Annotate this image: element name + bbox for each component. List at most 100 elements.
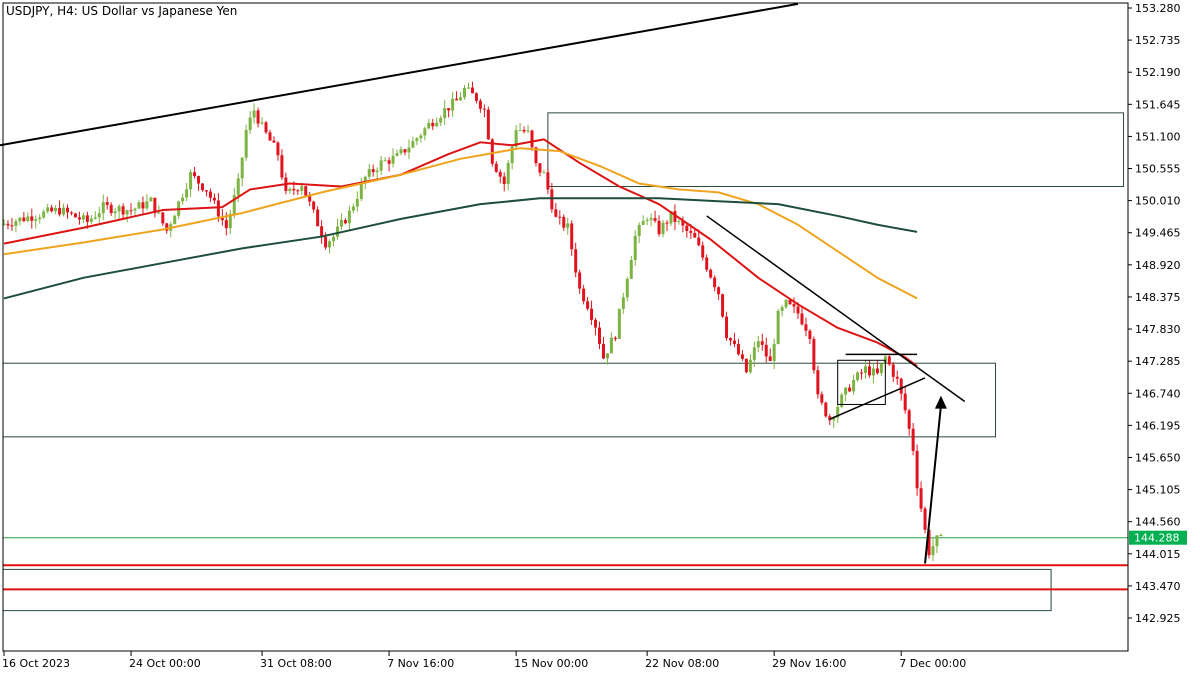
candle-body xyxy=(915,450,919,489)
candle-body xyxy=(478,100,482,109)
candle-body xyxy=(554,209,558,217)
candle-body xyxy=(224,220,228,229)
levels-layer xyxy=(3,537,1128,591)
candle-body xyxy=(613,337,617,339)
candle-body xyxy=(812,339,816,371)
candle-body xyxy=(911,428,915,451)
candle-body xyxy=(197,176,201,184)
time-axis: 16 Oct 2023 24 Oct 00:00 31 Oct 08:00 7 Nov… xyxy=(2,651,966,670)
candle-body xyxy=(875,368,879,374)
candle-body xyxy=(760,341,764,345)
candle-body xyxy=(721,294,725,317)
price-badge-label: 144.288 xyxy=(1134,532,1180,545)
candle-body xyxy=(617,308,621,339)
candle-body xyxy=(697,237,701,246)
candle-body xyxy=(891,364,895,377)
candle-body xyxy=(740,354,744,359)
y-tick-label: 146.740 xyxy=(1135,387,1181,400)
candle-body xyxy=(633,235,637,261)
y-tick-label: 146.195 xyxy=(1135,419,1181,432)
candle-body xyxy=(879,363,883,374)
y-tick-label: 151.645 xyxy=(1135,98,1181,111)
y-tick-label: 149.465 xyxy=(1135,227,1181,240)
candle-body xyxy=(824,402,828,417)
candle-body xyxy=(923,508,927,530)
candle-body xyxy=(161,212,165,224)
candle-body xyxy=(685,225,689,232)
candle-body xyxy=(38,217,42,220)
candle-body xyxy=(73,213,77,218)
candle-body xyxy=(343,220,347,224)
candle-body xyxy=(907,410,911,429)
x-tick-label: 7 Dec 00:00 xyxy=(899,657,966,670)
candle-body xyxy=(649,218,653,220)
candle-body xyxy=(673,211,677,222)
candle-body xyxy=(240,157,244,179)
candle-body xyxy=(836,406,840,418)
candle-body xyxy=(863,366,867,373)
candle-body xyxy=(542,172,546,174)
candle-body xyxy=(2,223,6,225)
candle-body xyxy=(871,368,875,376)
candle-body xyxy=(641,221,645,225)
current-price-badge: 144.288 xyxy=(1129,530,1187,545)
candle-body xyxy=(828,416,832,421)
candle-body xyxy=(772,343,776,362)
candle-body xyxy=(141,202,145,209)
candle-body xyxy=(264,122,268,133)
candle-body xyxy=(645,219,649,222)
candle-body xyxy=(427,122,431,129)
candle-body xyxy=(403,149,407,153)
candle-body xyxy=(411,141,415,148)
candle-body xyxy=(292,188,296,191)
y-tick-label: 142.925 xyxy=(1135,612,1181,625)
candle-body xyxy=(725,316,729,339)
candle-body xyxy=(173,215,177,225)
candle-body xyxy=(439,117,443,123)
candle-body xyxy=(494,163,498,172)
candle-body xyxy=(744,358,748,373)
moving-average-line-1 xyxy=(3,147,918,300)
candle-body xyxy=(490,139,494,164)
candle-body xyxy=(629,260,633,279)
candle-body xyxy=(185,189,189,198)
consolidation-box xyxy=(837,359,886,405)
candle-body xyxy=(605,353,609,359)
y-tick-label: 153.280 xyxy=(1135,2,1181,15)
candle-body xyxy=(232,195,236,214)
candle-body xyxy=(117,206,121,212)
candle-body xyxy=(81,215,85,220)
candle-body xyxy=(129,210,133,212)
candle-body xyxy=(657,220,661,235)
candle-body xyxy=(204,190,208,192)
candle-body xyxy=(709,269,713,278)
candle-body xyxy=(288,188,292,192)
candle-body xyxy=(113,211,117,213)
candle-body xyxy=(768,356,772,362)
y-tick-label: 151.100 xyxy=(1135,130,1181,143)
candle-body xyxy=(66,207,70,213)
candle-body xyxy=(193,172,197,177)
candle-body xyxy=(339,220,343,227)
candle-body xyxy=(268,132,272,141)
chart-header: USDJPY, H4: US Dollar vs Japanese Yen xyxy=(6,4,237,18)
candle-body xyxy=(506,163,510,184)
moving-average-line-2 xyxy=(3,197,918,300)
candle-body xyxy=(482,108,486,110)
y-tick-label: 152.735 xyxy=(1135,34,1181,47)
candle-body xyxy=(736,343,740,355)
trendlines-layer xyxy=(0,2,966,564)
candle-body xyxy=(661,222,665,235)
candle-body xyxy=(10,225,14,227)
candle-body xyxy=(764,344,768,357)
candle-body xyxy=(69,212,73,214)
candle-body xyxy=(89,218,93,222)
candle-body xyxy=(621,297,625,309)
candle-body xyxy=(689,231,693,233)
candle-body xyxy=(455,98,459,101)
candle-body xyxy=(800,313,804,325)
arrow-shaft xyxy=(924,405,942,564)
candle-body xyxy=(502,176,506,184)
y-tick-label: 148.920 xyxy=(1135,259,1181,272)
